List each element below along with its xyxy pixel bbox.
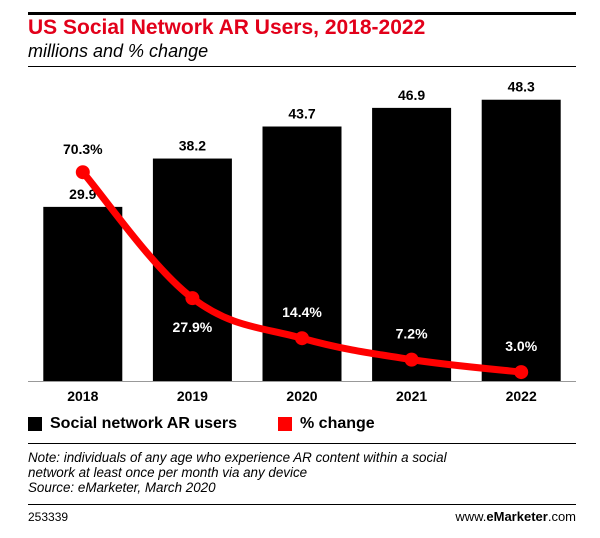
footer-divider (28, 504, 576, 505)
x-tick-2018: 2018 (67, 388, 98, 404)
bar-label-2020: 43.7 (288, 106, 315, 122)
legend-swatch-line (278, 417, 292, 431)
brand-prefix: www. (455, 509, 487, 524)
title-divider (28, 66, 576, 67)
chart-id: 253339 (28, 510, 69, 524)
pct-label-2018: 70.3% (63, 141, 103, 157)
legend-label-bars: Social network AR users (50, 415, 238, 432)
brand-name: eMarketer (486, 509, 548, 524)
bar-label-2021: 46.9 (398, 87, 425, 103)
legend-item-line: % change (278, 414, 375, 434)
x-tick-2021: 2021 (396, 388, 427, 404)
legend-swatch-bars (28, 417, 42, 431)
pct-point-2019 (185, 291, 200, 306)
pct-point-2018 (75, 165, 90, 180)
chart-area: 29.9 2018 38.2 2019 43.7 2020 46.9 2021 48.3 2022… (28, 79, 576, 404)
pct-label-2021: 7.2% (396, 326, 428, 342)
note-line-1: Note: individuals of any age who experie… (28, 450, 447, 465)
pct-point-2020 (295, 331, 309, 346)
bar-2021 (372, 107, 452, 382)
legend-item-bars: Social network AR users (28, 414, 237, 434)
legend-label-line: % change (300, 415, 375, 432)
pct-label-2022: 3.0% (505, 338, 537, 354)
bar-label-2022: 48.3 (508, 79, 535, 95)
chart-note: Note: individuals of any age who experie… (28, 450, 576, 495)
bar-label-2018: 29.9 (69, 186, 96, 202)
brand-url[interactable]: www.eMarketer.com (455, 509, 576, 524)
bar-label-2019: 38.2 (179, 138, 206, 154)
legend-divider (28, 443, 576, 444)
x-tick-2020: 2020 (286, 388, 317, 404)
chart-title: US Social Network AR Users, 2018-2022 (28, 16, 426, 39)
x-tick-2019: 2019 (177, 388, 208, 404)
top-rule (28, 12, 576, 15)
note-line-2: network at least once per month via any … (28, 465, 308, 480)
pct-point-2021 (404, 352, 419, 367)
pct-label-2019: 27.9% (173, 319, 213, 335)
bar-2018 (43, 206, 123, 381)
pct-point-2022 (514, 365, 529, 380)
brand-suffix: .com (547, 509, 576, 524)
pct-label-2020: 14.4% (282, 304, 322, 320)
bar-2022 (481, 99, 561, 382)
note-source: Source: eMarketer, March 2020 (28, 480, 216, 495)
x-tick-2022: 2022 (506, 388, 537, 404)
chart-subtitle: millions and % change (28, 41, 209, 61)
